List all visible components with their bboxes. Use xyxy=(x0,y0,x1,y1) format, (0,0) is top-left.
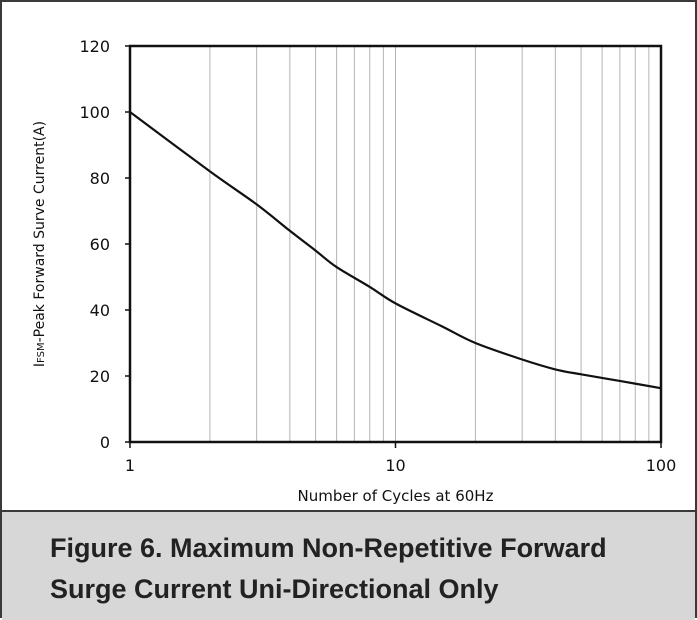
y-tick-label: 100 xyxy=(79,103,110,122)
y-tick-label: 20 xyxy=(90,367,110,386)
plot-border xyxy=(128,44,663,444)
x-axis-label: Number of Cycles at 60Hz xyxy=(298,487,494,505)
series-line xyxy=(129,111,662,390)
y-axis-label: IFSM-Peak Forward Surve Current(A) xyxy=(32,121,48,367)
y-tick-label: 120 xyxy=(79,37,110,56)
x-tick-label: 1 xyxy=(125,456,135,475)
caption-line-2: Surge Current Uni-Directional Only xyxy=(50,574,499,604)
y-tick-label: 0 xyxy=(100,433,110,452)
y-tick-label: 60 xyxy=(90,235,110,254)
y-tick-label: 80 xyxy=(90,169,110,188)
x-tick-label: 100 xyxy=(646,456,677,475)
x-tick-label: 10 xyxy=(385,456,405,475)
figure-caption: Figure 6. Maximum Non-Repetitive Forward… xyxy=(2,510,695,620)
caption-line-1: Figure 6. Maximum Non-Repetitive Forward xyxy=(50,533,607,563)
y-tick-label: 40 xyxy=(90,301,110,320)
chart-area: 0 20 40 60 80 100 120 1 10 100 Number of Cycles a… xyxy=(2,2,695,510)
